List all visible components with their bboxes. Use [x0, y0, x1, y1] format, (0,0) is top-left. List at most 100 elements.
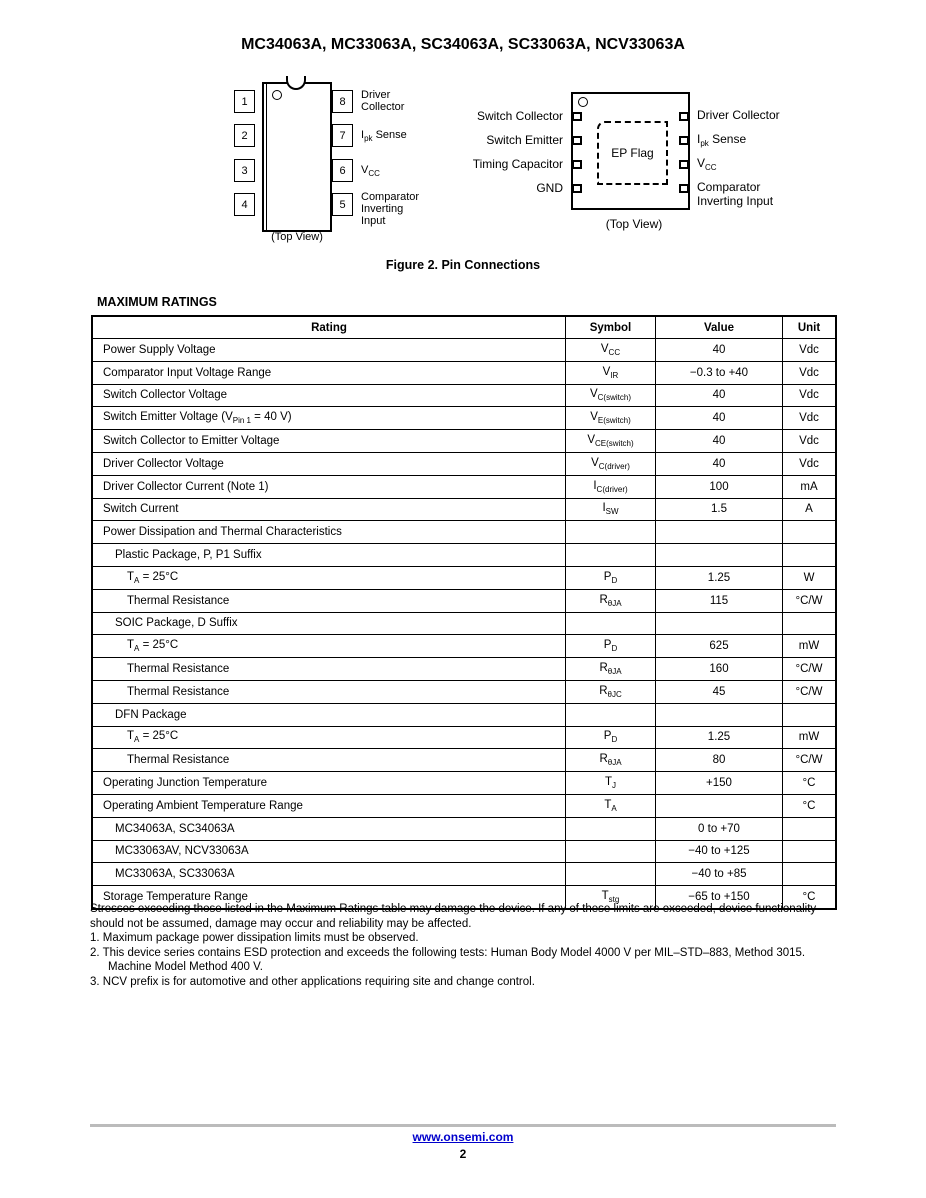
table-row: Thermal Resistance RθJC 45 °C/W: [91, 679, 837, 704]
ratings-heading: MAXIMUM RATINGS: [97, 295, 217, 309]
rating-cell: TA = 25°C: [91, 725, 566, 750]
dfn-pad: [572, 184, 582, 193]
website-link[interactable]: www.onsemi.com: [412, 1130, 514, 1144]
dip-pin-label: Ipk Sense: [361, 129, 407, 143]
figure-caption: Figure 2. Pin Connections: [385, 258, 541, 272]
symbol-cell: PD: [565, 565, 656, 590]
unit-cell: °C: [782, 771, 837, 795]
rating-cell: Switch Current: [91, 497, 566, 522]
rating-cell: Plastic Package, P, P1 Suffix: [91, 543, 566, 567]
rating-cell: Storage Temperature Range: [91, 885, 566, 910]
dfn-pin-label: Driver Collector: [697, 108, 780, 122]
dfn-pin-label: Switch Emitter: [486, 133, 563, 147]
table-row: SOIC Package, D Suffix: [91, 611, 837, 636]
unit-cell: [782, 520, 837, 545]
unit-cell: °C: [782, 885, 837, 910]
unit-cell: [782, 543, 837, 567]
unit-cell: Vdc: [782, 338, 837, 362]
dip-package-diagram: 1SwitchCollector2SwitchEmitter3TimingCap…: [0, 0, 460, 250]
symbol-cell: PD: [565, 634, 656, 659]
symbol-cell: [565, 520, 656, 545]
rating-cell: MC33063AV, NCV33063A: [91, 839, 566, 864]
table-row: Storage Temperature Range Tstg −65 to +150…: [91, 885, 837, 910]
dip-pin-1: 1: [234, 90, 255, 113]
value-cell: 0 to +70: [655, 816, 783, 841]
note-2: 2. This device series contains ESD prote…: [90, 946, 806, 974]
rating-cell: Driver Collector Current (Note 1): [91, 474, 566, 499]
symbol-cell: ISW: [565, 497, 656, 522]
stress-note: Stresses exceeding those listed in the M…: [90, 903, 817, 930]
dip-pin-4: 4: [234, 193, 255, 216]
dfn-pin-label: Ipk Sense: [697, 132, 747, 148]
table-row: Switch Collector Voltage VC(switch) 40 Vdc: [91, 383, 837, 408]
value-cell: 1.25: [655, 725, 783, 750]
symbol-cell: RθJA: [565, 657, 656, 681]
table-row: Driver Collector Voltage VC(driver) 40 Vdc: [91, 451, 837, 476]
symbol-cell: VC(switch): [565, 383, 656, 408]
rating-cell: MC33063A, SC33063A: [91, 862, 566, 887]
dip-pin-8: 8: [332, 90, 353, 113]
table-header-row: Rating Symbol Value Unit: [91, 315, 837, 339]
symbol-cell: Tstg: [565, 885, 656, 910]
value-cell: −40 to +85: [655, 862, 783, 887]
value-cell: 45: [655, 679, 783, 704]
unit-cell: A: [782, 497, 837, 522]
dip-pin-5: 5: [332, 193, 353, 216]
notes: Stresses exceeding those listed in the M…: [90, 902, 840, 989]
value-cell: [655, 793, 783, 818]
rating-cell: Thermal Resistance: [91, 588, 566, 613]
rating-cell: Operating Junction Temperature: [91, 771, 566, 795]
unit-cell: W: [782, 565, 837, 590]
pin1-dot: [272, 90, 282, 100]
unit-cell: Vdc: [782, 451, 837, 476]
rating-cell: Comparator Input Voltage Range: [91, 360, 566, 385]
value-cell: 1.5: [655, 497, 783, 522]
value-cell: [655, 543, 783, 567]
rating-cell: Power Supply Voltage: [91, 338, 566, 362]
dfn-top-view-label: (Top View): [605, 217, 663, 231]
rating-cell: Driver Collector Voltage: [91, 451, 566, 476]
value-cell: −40 to +125: [655, 839, 783, 864]
rating-cell: TA = 25°C: [91, 565, 566, 590]
dip-top-view-label: (Top View): [271, 231, 323, 243]
symbol-cell: TJ: [565, 771, 656, 795]
dfn-pin-label: Switch Collector: [476, 109, 563, 123]
table-row: Switch Current ISW 1.5 A: [91, 497, 837, 522]
rating-cell: Switch Collector Voltage: [91, 383, 566, 408]
dip-pin-label: VCC: [361, 164, 380, 178]
value-cell: 40: [655, 406, 783, 431]
value-cell: 625: [655, 634, 783, 659]
dfn-pad: [572, 112, 582, 121]
footer-divider: [90, 1124, 836, 1127]
unit-cell: mW: [782, 725, 837, 750]
symbol-cell: [565, 862, 656, 887]
symbol-cell: TA: [565, 793, 656, 818]
rating-cell: Power Dissipation and Thermal Characteri…: [91, 520, 566, 545]
dip-pin-6: 6: [332, 159, 353, 182]
value-cell: 40: [655, 338, 783, 362]
symbol-cell: PD: [565, 725, 656, 750]
table-row: Switch Emitter Voltage (VPin 1 = 40 V) VE…: [91, 406, 837, 431]
table-row: MC33063A, SC33063A −40 to +85: [91, 862, 837, 887]
unit-cell: °C/W: [782, 657, 837, 681]
rating-cell: MC34063A, SC34063A: [91, 816, 566, 841]
rating-cell: Operating Ambient Temperature Range: [91, 793, 566, 818]
rating-cell: Switch Emitter Voltage (VPin 1 = 40 V): [91, 406, 566, 431]
note-1: 1. Maximum package power dissipation lim…: [90, 932, 419, 944]
table-row: TA = 25°C PD 1.25 mW: [91, 725, 837, 750]
ep-flag: EP Flag: [597, 121, 668, 185]
table-row: Power Supply Voltage VCC 40 Vdc: [91, 338, 837, 362]
symbol-cell: VCE(switch): [565, 429, 656, 453]
symbol-cell: [565, 702, 656, 727]
table-row: Thermal Resistance RθJA 80 °C/W: [91, 748, 837, 773]
unit-cell: Vdc: [782, 429, 837, 453]
symbol-cell: RθJC: [565, 679, 656, 704]
unit-cell: mA: [782, 474, 837, 499]
col-symbol: Symbol: [565, 315, 656, 339]
symbol-cell: RθJA: [565, 748, 656, 773]
dfn-pad: [572, 160, 582, 169]
symbol-cell: VC(driver): [565, 451, 656, 476]
page-number: 2: [459, 1147, 467, 1161]
maximum-ratings-table: Rating Symbol Value Unit Power Supply Vo…: [91, 315, 837, 910]
